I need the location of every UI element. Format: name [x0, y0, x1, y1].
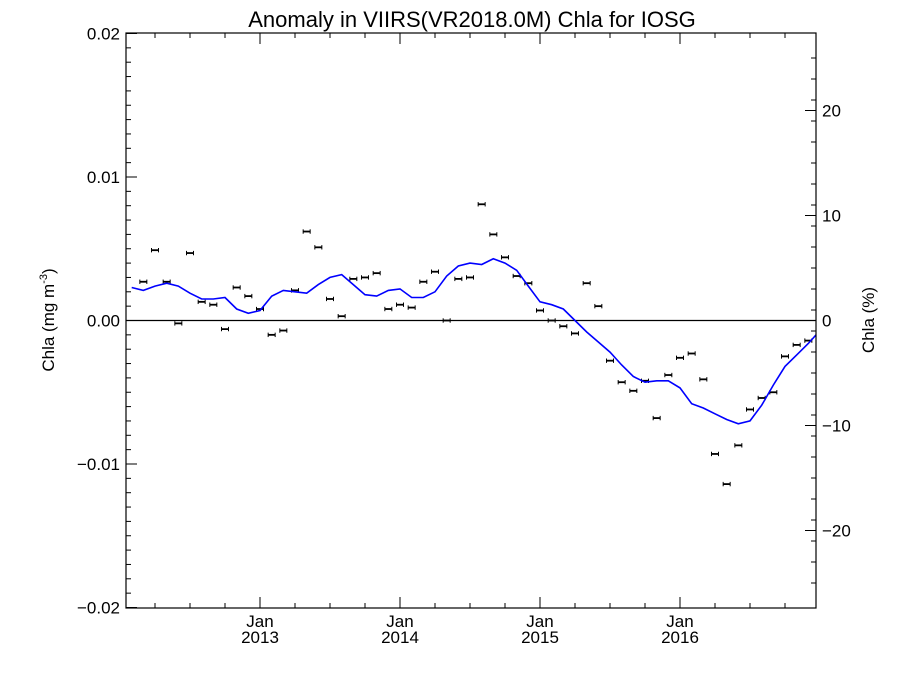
data-point [267, 332, 276, 338]
data-point [477, 202, 486, 207]
y2-axis-label: Chla (%) [859, 287, 878, 353]
data-point [361, 275, 369, 280]
data-point [687, 351, 696, 356]
y-axis-label: Chla (mg m-3) [38, 268, 58, 371]
data-point [256, 306, 264, 312]
data-point [314, 245, 323, 250]
data-point [722, 481, 731, 487]
data-point [372, 270, 381, 276]
y-tick-label: 0.01 [87, 168, 120, 187]
data-point [279, 328, 288, 333]
x-tick-label-month: Jan [386, 612, 413, 631]
x-tick-label-year: 2015 [521, 628, 559, 647]
trend-line [131, 257, 816, 425]
data-point [606, 358, 614, 363]
data-point [244, 293, 253, 299]
data-point [337, 313, 346, 319]
data-point [151, 247, 159, 253]
data-point [419, 279, 428, 284]
data-point [489, 232, 498, 237]
data-point [442, 318, 451, 323]
data-point [781, 354, 789, 359]
data-point [431, 269, 439, 274]
data-point [232, 285, 241, 290]
data-point [734, 443, 743, 448]
data-point [186, 250, 194, 256]
data-point [139, 279, 148, 284]
data-point [582, 280, 591, 286]
y-tick-label: −0.01 [77, 455, 120, 474]
data-point [454, 276, 463, 282]
data-point [221, 326, 229, 332]
x-tick-label-year: 2013 [241, 628, 279, 647]
y2-tick-label: 0 [822, 312, 831, 331]
data-point [396, 302, 404, 307]
data-point [699, 377, 708, 382]
data-point [746, 407, 754, 412]
data-point [349, 276, 358, 282]
data-point [571, 331, 579, 336]
data-point [407, 305, 416, 310]
data-point [302, 229, 311, 234]
data-point [711, 451, 719, 457]
data-point [547, 318, 556, 323]
chart-title: Anomaly in VIIRS(VR2018.0M) Chla for IOS… [248, 7, 696, 32]
y2-tick-label: −10 [822, 417, 851, 436]
data-point [174, 321, 183, 326]
x-tick-label-month: Jan [666, 612, 693, 631]
x-tick-label-year: 2016 [661, 628, 699, 647]
data-point [629, 388, 638, 394]
trend-line-layer [131, 257, 816, 425]
y2-tick-label: 20 [822, 102, 841, 121]
data-point [664, 372, 673, 378]
data-point [162, 279, 171, 284]
y-axis-label-superscript: -3 [38, 274, 50, 284]
y-tick-label: 0.00 [87, 312, 120, 331]
error-bar-points-layer [139, 202, 813, 487]
y-tick-label: 0.02 [87, 25, 120, 44]
data-point [197, 299, 206, 305]
data-point [209, 302, 218, 307]
data-point [501, 255, 509, 260]
axes-layer: 0.020.010.00−0.01−0.0220100−10−20Jan2013… [77, 25, 851, 648]
data-point [792, 342, 801, 348]
x-tick-label-year: 2014 [381, 628, 419, 647]
data-point [466, 275, 474, 280]
data-point [559, 324, 568, 329]
y-tick-label: −0.02 [77, 599, 120, 618]
data-point [594, 303, 603, 309]
data-point [326, 296, 334, 302]
data-point [536, 308, 544, 313]
data-point [652, 415, 661, 421]
y2-tick-label: 10 [822, 207, 841, 226]
data-point [384, 306, 393, 312]
data-point [617, 380, 626, 385]
x-tick-label-month: Jan [246, 612, 273, 631]
data-point [676, 355, 684, 361]
y2-tick-label: −20 [822, 522, 851, 541]
x-tick-label-month: Jan [526, 612, 553, 631]
